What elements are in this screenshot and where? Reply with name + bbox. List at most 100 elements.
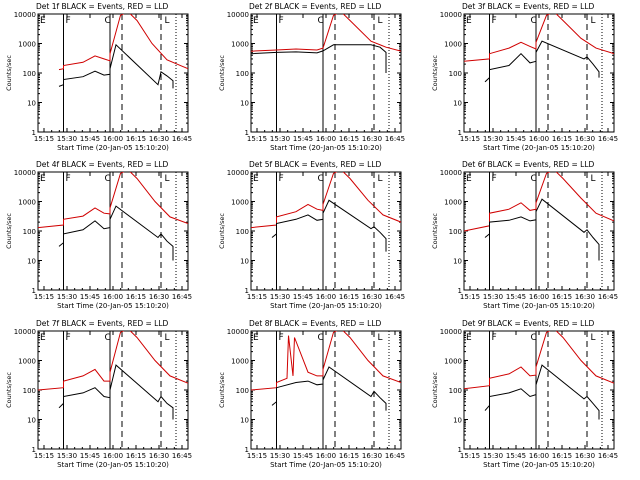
x-tick-label: 16:30 <box>149 293 169 301</box>
x-tick-label: 16:00 <box>103 135 123 143</box>
chart-title: Det 6f BLACK = Events, RED = LLD <box>462 160 595 169</box>
state-marker-L: L <box>591 174 596 184</box>
x-tick-label: 15:30 <box>483 293 503 301</box>
series-line-lld-red <box>251 331 401 391</box>
state-marker-F: F <box>279 333 284 343</box>
chart-panel-5: 1 10 100 1000 10000 15:15 15:30 15:45 16:00 16:15… <box>218 160 405 310</box>
x-tick-label: 15:45 <box>506 293 526 301</box>
state-marker-L: L <box>165 16 170 26</box>
x-tick-label: 16:15 <box>126 293 146 301</box>
x-tick-label: 16:30 <box>575 135 595 143</box>
x-tick-label: 16:15 <box>339 293 359 301</box>
y-tick-label: 100 <box>236 387 249 395</box>
x-tick-label: 16:00 <box>529 452 549 460</box>
state-marker-E: E <box>40 16 46 26</box>
y-tick-label: 100 <box>23 387 36 395</box>
x-tick-label: 15:15 <box>34 293 54 301</box>
y-tick-label: 10 <box>453 100 462 108</box>
state-marker-L: L <box>591 16 596 26</box>
chart-title: Det 5f BLACK = Events, RED = LLD <box>249 160 382 169</box>
y-axis-label: Counts/sec <box>5 372 13 408</box>
y-tick-label: 1 <box>458 287 462 295</box>
x-tick-label: 15:45 <box>506 135 526 143</box>
x-tick-label: 15:15 <box>247 135 267 143</box>
x-tick-label: 16:45 <box>598 293 618 301</box>
x-axis-label: Start Time (20-Jan-05 15:10:20) <box>270 461 382 469</box>
y-tick-label: 10 <box>27 258 36 266</box>
y-tick-label: 10 <box>240 417 249 425</box>
x-tick-label: 15:15 <box>460 135 480 143</box>
y-tick-label: 10000 <box>14 11 36 19</box>
state-marker-E: E <box>40 174 46 184</box>
x-tick-label: 15:30 <box>270 452 290 460</box>
y-tick-label: 100 <box>23 228 36 236</box>
x-tick-label: 15:15 <box>460 293 480 301</box>
y-axis-label: Counts/sec <box>218 372 226 408</box>
y-axis-label: Counts/sec <box>431 55 439 91</box>
series-line-events-black <box>58 43 174 89</box>
state-marker-F: F <box>66 333 71 343</box>
x-tick-label: 16:30 <box>575 452 595 460</box>
x-tick-label: 15:30 <box>483 452 503 460</box>
y-tick-label: 100 <box>449 70 462 78</box>
state-marker-C: C <box>531 333 537 343</box>
state-marker-C: C <box>105 16 111 26</box>
state-marker-E: E <box>253 16 259 26</box>
x-axis-label: Start Time (20-Jan-05 15:10:20) <box>57 144 169 152</box>
state-marker-L: L <box>165 174 170 184</box>
series-line-lld-red <box>464 172 614 232</box>
x-tick-label: 15:30 <box>270 293 290 301</box>
y-tick-label: 1 <box>245 446 249 454</box>
y-axis-label: Counts/sec <box>218 213 226 249</box>
y-tick-label: 100 <box>236 70 249 78</box>
state-marker-F: F <box>492 16 497 26</box>
y-tick-label: 10000 <box>440 169 462 177</box>
x-tick-label: 16:00 <box>529 135 549 143</box>
y-tick-label: 10000 <box>227 328 249 336</box>
y-tick-label: 1000 <box>231 199 249 207</box>
chart-panel-2: 1 10 100 1000 10000 15:15 15:30 15:45 16:00 16:15… <box>218 2 405 152</box>
chart-title: Det 2f BLACK = Events, RED = LLD <box>249 2 382 11</box>
x-tick-label: 16:45 <box>385 135 405 143</box>
series-line-events-black <box>58 205 174 261</box>
chart-title: Det 7f BLACK = Events, RED = LLD <box>36 319 169 328</box>
y-tick-label: 1000 <box>444 358 462 366</box>
chart-title: Det 1f BLACK = Events, RED = LLD <box>36 2 169 11</box>
x-tick-label: 16:45 <box>172 452 192 460</box>
x-tick-label: 15:45 <box>506 452 526 460</box>
series-line-events-black <box>58 364 174 420</box>
x-axis-label: Start Time (20-Jan-05 15:10:20) <box>483 144 595 152</box>
x-tick-label: 15:45 <box>293 293 313 301</box>
x-tick-label: 16:00 <box>316 452 336 460</box>
x-tick-label: 16:15 <box>552 135 572 143</box>
y-tick-label: 1000 <box>444 199 462 207</box>
x-tick-label: 15:15 <box>34 135 54 143</box>
x-tick-label: 16:15 <box>552 293 572 301</box>
plot-frame <box>37 330 189 450</box>
series-line-lld-red <box>464 331 614 390</box>
y-axis-label: Counts/sec <box>431 372 439 408</box>
y-tick-label: 1 <box>458 446 462 454</box>
x-tick-label: 15:15 <box>247 293 267 301</box>
x-tick-label: 16:45 <box>385 452 405 460</box>
x-tick-label: 16:00 <box>316 135 336 143</box>
y-tick-label: 10000 <box>440 11 462 19</box>
state-marker-C: C <box>318 174 324 184</box>
x-tick-label: 16:15 <box>126 135 146 143</box>
x-axis-label: Start Time (20-Jan-05 15:10:20) <box>57 461 169 469</box>
y-tick-label: 100 <box>449 228 462 236</box>
state-marker-E: E <box>466 333 472 343</box>
x-tick-label: 15:45 <box>293 452 313 460</box>
x-tick-label: 15:15 <box>34 452 54 460</box>
x-tick-label: 16:15 <box>552 452 572 460</box>
plot-frame <box>250 13 402 133</box>
x-tick-label: 16:30 <box>362 452 382 460</box>
y-axis-label: Counts/sec <box>431 213 439 249</box>
y-tick-label: 100 <box>449 387 462 395</box>
series-line-lld-red <box>38 172 188 229</box>
x-tick-label: 15:30 <box>270 135 290 143</box>
y-tick-label: 1 <box>32 129 36 137</box>
state-marker-F: F <box>279 16 284 26</box>
series-line-events-black <box>484 40 600 83</box>
x-tick-label: 15:30 <box>483 135 503 143</box>
